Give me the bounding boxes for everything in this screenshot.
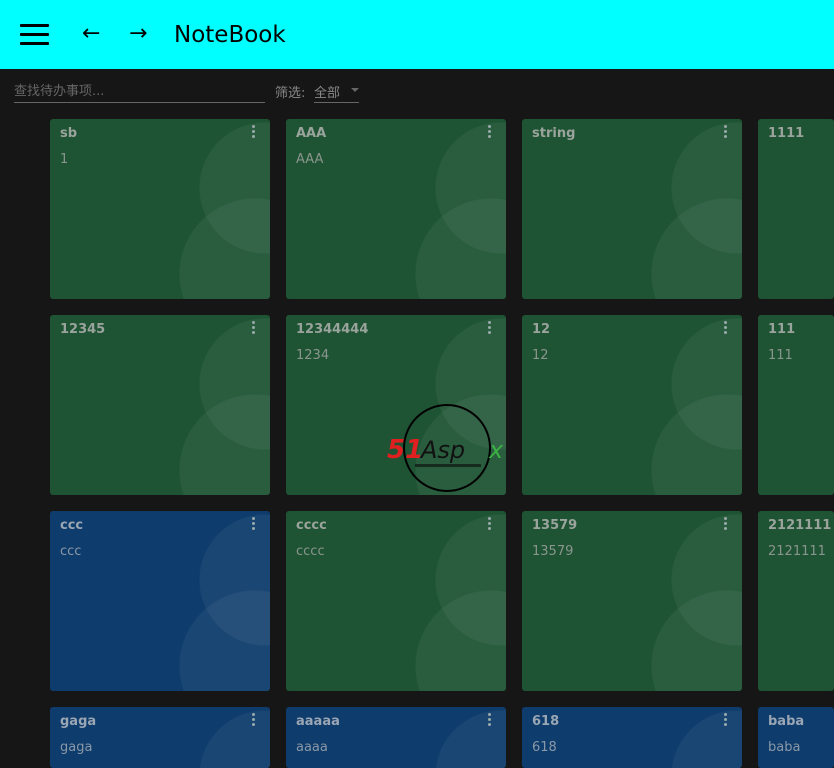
- card-title: aaaaa: [296, 714, 340, 729]
- note-card[interactable]: 12 12: [522, 315, 742, 495]
- note-card[interactable]: 618 618: [522, 707, 742, 768]
- card-title: cccc: [296, 518, 327, 533]
- filter-select[interactable]: 全部: [314, 80, 359, 103]
- more-vert-icon[interactable]: [488, 517, 492, 532]
- card-title: 111: [768, 322, 796, 337]
- card-body: gaga: [60, 740, 93, 755]
- more-vert-icon[interactable]: [252, 125, 256, 140]
- card-title: gaga: [60, 714, 97, 729]
- card-body: 12: [532, 348, 549, 363]
- more-vert-icon[interactable]: [724, 517, 728, 532]
- card-body: cccc: [296, 544, 325, 559]
- card-body: AAA: [296, 152, 324, 167]
- card-title: ccc: [60, 518, 84, 533]
- more-vert-icon[interactable]: [724, 321, 728, 336]
- card-title: baba: [768, 714, 805, 729]
- card-title: string: [532, 126, 576, 141]
- more-vert-icon[interactable]: [724, 713, 728, 728]
- app-title: NoteBook: [174, 22, 286, 48]
- card-body: 618: [532, 740, 557, 755]
- card-body: ccc: [60, 544, 82, 559]
- card-body: 2121111: [768, 544, 826, 559]
- card-title: 2121111: [768, 518, 832, 533]
- card-title: 12: [532, 322, 551, 337]
- note-card[interactable]: aaaaa aaaa: [286, 707, 506, 768]
- svg-text:51: 51: [387, 435, 423, 465]
- card-body: 1234: [296, 348, 330, 363]
- search-input[interactable]: [14, 80, 265, 103]
- hamburger-icon[interactable]: [20, 24, 49, 46]
- card-body: 13579: [532, 544, 574, 559]
- note-card[interactable]: AAA AAA: [286, 119, 506, 299]
- dropdown-arrow-icon: [351, 88, 359, 92]
- note-card[interactable]: 12345: [50, 315, 270, 495]
- card-body: baba: [768, 740, 801, 755]
- watermark-logo: 51 Asp x: [387, 404, 504, 492]
- more-vert-icon[interactable]: [488, 125, 492, 140]
- card-body: 1: [60, 152, 69, 167]
- more-vert-icon[interactable]: [252, 517, 256, 532]
- more-vert-icon[interactable]: [252, 321, 256, 336]
- svg-text:Asp: Asp: [419, 436, 465, 464]
- note-card[interactable]: 1111: [758, 119, 834, 299]
- note-card[interactable]: string: [522, 119, 742, 299]
- note-card[interactable]: 13579 13579: [522, 511, 742, 691]
- card-title: 618: [532, 714, 560, 729]
- more-vert-icon[interactable]: [724, 125, 728, 140]
- svg-text:x: x: [488, 436, 504, 464]
- arrow-left-icon[interactable]: ←: [82, 21, 101, 46]
- note-card[interactable]: ccc ccc: [50, 511, 270, 691]
- card-title: sb: [60, 126, 78, 141]
- app-bar: ← → NoteBook: [0, 0, 834, 69]
- card-title: AAA: [296, 126, 327, 141]
- filter-label: 筛选:: [275, 86, 306, 101]
- note-card[interactable]: 111 111: [758, 315, 834, 495]
- arrow-right-icon[interactable]: →: [129, 21, 148, 46]
- card-title: 12344444: [296, 322, 369, 337]
- note-card[interactable]: gaga gaga: [50, 707, 270, 768]
- note-card[interactable]: 12344444 1234: [286, 315, 506, 495]
- note-card[interactable]: cccc cccc: [286, 511, 506, 691]
- filter-value: 全部: [314, 86, 341, 101]
- note-card[interactable]: baba baba: [758, 707, 834, 768]
- card-title: 12345: [60, 322, 106, 337]
- more-vert-icon[interactable]: [488, 321, 492, 336]
- note-card[interactable]: 2121111 2121111: [758, 511, 834, 691]
- card-title: 1111: [768, 126, 805, 141]
- note-card[interactable]: sb 1: [50, 119, 270, 299]
- more-vert-icon[interactable]: [488, 713, 492, 728]
- card-body: aaaa: [296, 740, 328, 755]
- more-vert-icon[interactable]: [252, 713, 256, 728]
- card-title: 13579: [532, 518, 578, 533]
- card-body: 111: [768, 348, 793, 363]
